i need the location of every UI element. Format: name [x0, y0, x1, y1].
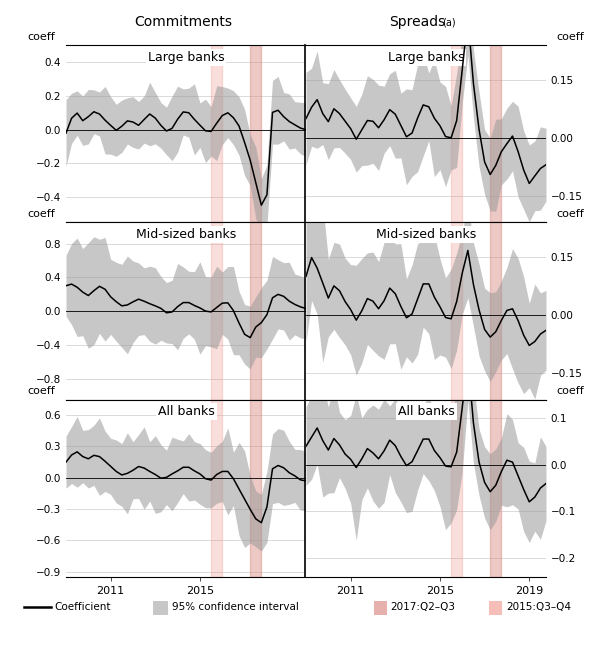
Bar — [451, 45, 462, 222]
Text: Mid-sized banks: Mid-sized banks — [376, 228, 476, 241]
Bar — [451, 222, 462, 400]
Text: Coefficient: Coefficient — [54, 602, 110, 612]
Text: 2015:Q3–Q4: 2015:Q3–Q4 — [506, 602, 571, 612]
Bar — [211, 222, 222, 400]
Bar — [211, 400, 222, 577]
Bar — [490, 222, 502, 400]
Text: Commitments: Commitments — [134, 15, 232, 29]
Text: coeff: coeff — [28, 209, 55, 219]
Text: coeff: coeff — [557, 386, 584, 396]
Text: All banks: All banks — [398, 405, 454, 418]
Bar — [250, 45, 262, 222]
Text: 95% confidence interval: 95% confidence interval — [172, 602, 299, 612]
Text: Large banks: Large banks — [388, 51, 464, 64]
Bar — [211, 45, 222, 222]
Text: coeff: coeff — [557, 32, 584, 42]
Text: (a): (a) — [442, 18, 456, 28]
Text: 2017:Q2–Q3: 2017:Q2–Q3 — [391, 602, 455, 612]
Text: coeff: coeff — [557, 209, 584, 219]
Text: Large banks: Large banks — [148, 51, 224, 64]
Text: coeff: coeff — [28, 32, 55, 42]
Text: coeff: coeff — [28, 386, 55, 396]
Bar — [490, 400, 502, 577]
Text: Spreads: Spreads — [389, 15, 445, 29]
Text: All banks: All banks — [158, 405, 214, 418]
Bar — [451, 400, 462, 577]
Bar — [250, 400, 262, 577]
Text: Mid-sized banks: Mid-sized banks — [136, 228, 236, 241]
Bar — [490, 45, 502, 222]
Bar — [250, 222, 262, 400]
